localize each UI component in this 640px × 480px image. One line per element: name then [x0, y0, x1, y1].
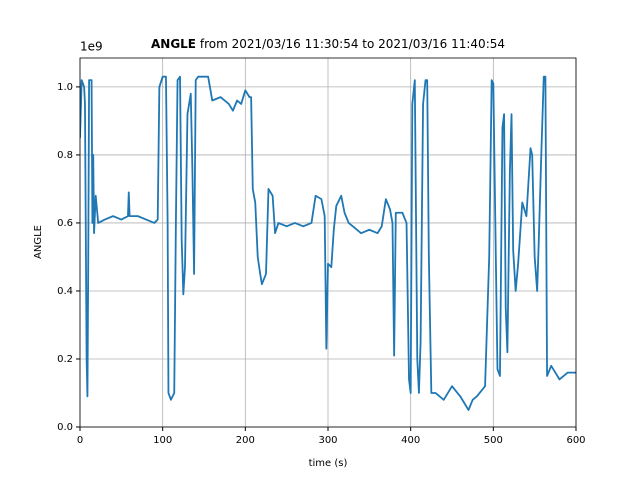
chart-title: ANGLE from 2021/03/16 11:30:54 to 2021/0… [151, 37, 505, 51]
y-tick-label: 0.6 [57, 218, 73, 229]
plot-frame [79, 57, 577, 428]
x-axis-label: time (s) [309, 458, 348, 469]
x-tick-label: 500 [484, 435, 503, 446]
data-line [80, 75, 576, 411]
x-tick-label: 200 [236, 435, 255, 446]
x-tick-label: 100 [153, 435, 172, 446]
title-rest: from 2021/03/16 11:30:54 to 2021/03/16 1… [200, 37, 505, 51]
title-bold: ANGLE [151, 37, 196, 51]
x-tick-label: 600 [566, 435, 585, 446]
y-axis-label: ANGLE [33, 225, 44, 259]
y-tick-label: 0.2 [57, 354, 73, 365]
x-tick-label: 300 [318, 435, 337, 446]
y-tick-label: 0.8 [57, 150, 73, 161]
y-tick-label: 0.0 [57, 422, 73, 433]
y-tick-label: 0.4 [57, 286, 73, 297]
x-tick-label: 0 [77, 435, 83, 446]
y-tick-label: 1.0 [57, 82, 73, 93]
y-offset-text: 1e9 [80, 40, 103, 54]
x-tick-label: 400 [401, 435, 420, 446]
